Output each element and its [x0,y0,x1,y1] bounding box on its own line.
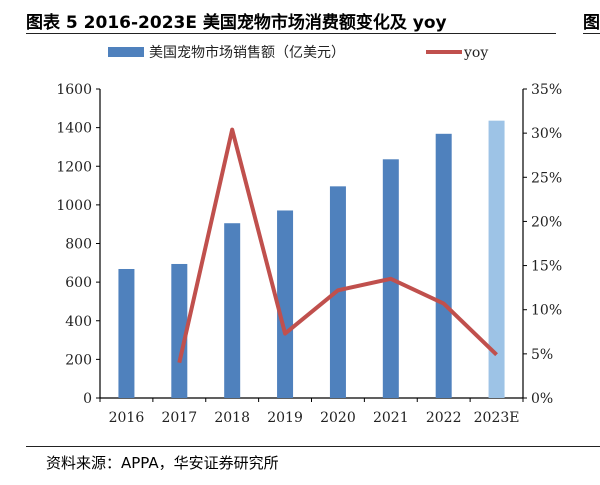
right-tick-label: 10% [531,303,562,319]
chart-title: 图表 5 2016-2023E 美国宠物市场消费额变化及 yoy [26,13,447,33]
left-tick-label: 1600 [56,82,92,98]
combo-chart: 0 200 400 600 800 1000 1200 1400 1600 0% 5% 10% 15% 2… [56,44,562,426]
left-tick-label: 800 [65,237,92,253]
right-tick-label: 20% [531,214,562,230]
right-tick-label: 0% [531,391,553,407]
legend-label-sales: 美国宠物市场销售额（亿美元） [149,44,345,61]
x-tick-label: 2023E [474,410,520,426]
bar-2019 [277,210,294,398]
bar-2016 [118,268,135,398]
right-tick-label: 25% [531,170,562,186]
left-tick-label: 1000 [56,198,92,214]
title-divider [583,33,600,34]
right-tick-label: 15% [531,259,562,275]
x-tick-label: 2022 [426,410,462,426]
legend-label-yoy: yoy [463,45,488,61]
left-tick-label: 0 [83,391,92,407]
left-tick-label: 1400 [56,121,92,137]
source-note: 资料来源：APPA，华安证券研究所 [46,454,279,472]
right-tick-label: 5% [531,347,553,363]
x-tick-label: 2018 [214,410,250,426]
x-tick-label: 2020 [320,410,356,426]
x-tick-label: 2019 [267,410,303,426]
next-figure-title: 图 [583,13,600,33]
left-tick-label: 1200 [56,159,92,175]
bar-2023E [488,120,505,399]
title-divider [26,33,556,34]
bar-2017 [171,263,188,398]
bar-2022 [435,133,452,398]
bar-2018 [224,223,241,398]
left-tick-label: 200 [65,352,92,368]
right-tick-label: 30% [531,126,562,142]
x-tick-label: 2021 [373,410,409,426]
x-tick-label: 2017 [161,410,197,426]
footer-divider [26,446,600,447]
right-tick-label: 35% [531,82,562,98]
x-tick-label: 2016 [109,410,145,426]
legend-swatch-sales [108,47,144,57]
left-tick-label: 400 [65,314,92,330]
left-tick-label: 600 [65,275,92,291]
